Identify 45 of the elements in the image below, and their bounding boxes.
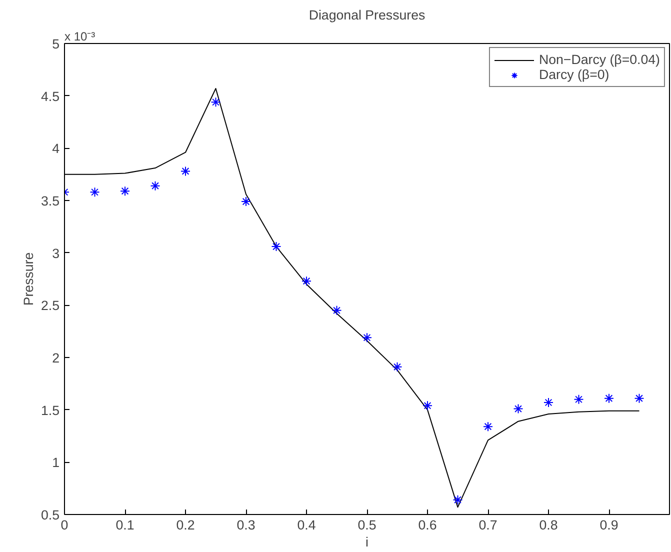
point — [210, 97, 221, 108]
y-tick-label: 2.5 — [40, 298, 60, 314]
y-tick-label: 3 — [52, 246, 60, 261]
y-tick-label: 4 — [52, 141, 60, 156]
point — [513, 404, 524, 414]
x-tick-label: 0.7 — [478, 518, 498, 532]
point — [362, 332, 372, 343]
legend-label: Darcy (β=0) — [538, 67, 610, 82]
y-tick-label: 0.5 — [40, 508, 60, 522]
y-tick-label: 5 — [52, 36, 60, 52]
point — [302, 276, 312, 286]
point — [634, 393, 644, 404]
point — [241, 196, 251, 207]
point — [422, 400, 432, 411]
chart-title: Diagonal Pressures — [308, 8, 426, 22]
legend-label: Non−Darcy (β=0.04) — [538, 52, 660, 67]
y-tick-label: 1.5 — [40, 402, 60, 418]
point — [544, 398, 554, 408]
y-tick-label: 1 — [52, 455, 60, 470]
y-tick-label: 3.5 — [40, 194, 60, 208]
x-tick-label: 0.4 — [297, 518, 316, 532]
point — [120, 186, 130, 196]
point — [574, 394, 584, 404]
x-tick-label: 0.5 — [358, 518, 376, 532]
point — [90, 187, 100, 198]
y-tick-label: 2 — [52, 350, 60, 366]
y-axis-title: Pressure — [20, 252, 36, 306]
x-tick-label: 0.9 — [600, 518, 618, 532]
x-tick-label: 0.3 — [236, 518, 256, 532]
point — [483, 422, 493, 432]
x-tick-label: 0 — [60, 518, 68, 532]
point — [392, 362, 402, 372]
point — [180, 166, 190, 176]
point — [150, 180, 160, 191]
annotation: x 10⁻³ — [64, 30, 96, 44]
point — [452, 494, 463, 505]
x-tick-label: 0.1 — [116, 518, 134, 532]
point — [271, 242, 282, 252]
y-tick-label: 4.5 — [40, 88, 60, 104]
x-tick-label: 0.8 — [539, 518, 558, 532]
point — [604, 393, 614, 404]
x-tick-label: 0.6 — [418, 518, 437, 532]
x-tick-label: 0.2 — [176, 518, 195, 532]
x-axis-title: i — [366, 534, 369, 550]
point — [332, 305, 342, 316]
